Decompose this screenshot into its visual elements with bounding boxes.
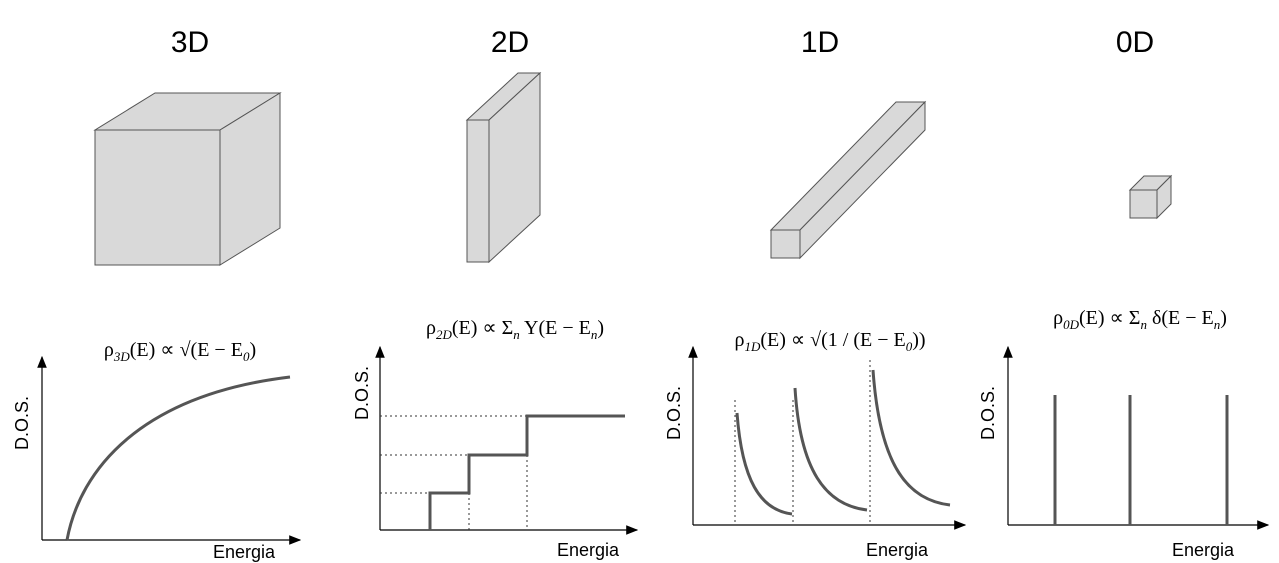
formula: ρ2D(E) ∝ Σn Y(E − En) <box>426 317 604 342</box>
formula-part: ρ <box>1053 307 1063 329</box>
x-label: Energia <box>557 540 620 560</box>
formula-subscript: 3D <box>113 349 131 364</box>
bar-top <box>771 102 925 230</box>
guide-lines <box>380 416 527 530</box>
formula-part: (E) ∝ Σ <box>1079 307 1140 329</box>
bar-front <box>771 230 800 258</box>
bar-side <box>800 102 925 258</box>
formula-part: Y(E − E <box>520 317 591 339</box>
dot-front <box>1130 190 1157 218</box>
formula-subscript: 1D <box>744 339 761 354</box>
cube-front <box>95 130 220 265</box>
panel-title: 3D <box>171 26 209 59</box>
formula-part: δ(E − E <box>1147 307 1214 329</box>
dos-curve <box>67 377 290 540</box>
y-label: D.O.S. <box>978 386 998 440</box>
formula-part: ρ <box>104 339 114 361</box>
formula-part: ρ <box>734 329 744 351</box>
panel-3d: 3D ρ3D(E) ∝ √(E − E0) D.O.S. Energia <box>12 26 300 562</box>
panel-0d: 0D ρ0D(E) ∝ Σn δ(E − En) D.O.S. Energia <box>978 26 1268 560</box>
formula-subscript: 0D <box>1063 317 1080 332</box>
formula-part: (E) ∝ √(E − E <box>130 339 243 361</box>
x-label: Energia <box>1172 540 1235 560</box>
formula-part: (E) ∝ Σ <box>452 317 513 339</box>
panel-1d: 1D ρ1D(E) ∝ √(1 / (E − E0)) D.O.S. Energ… <box>664 26 965 560</box>
panel-title: 2D <box>491 26 529 59</box>
y-label: D.O.S. <box>352 366 372 420</box>
dos-curve <box>795 388 867 510</box>
x-label: Energia <box>213 542 276 562</box>
formula: ρ0D(E) ∝ Σn δ(E − En) <box>1053 307 1227 332</box>
diagram: 3D ρ3D(E) ∝ √(E − E0) D.O.S. Energia 2D … <box>0 0 1279 563</box>
x-label: Energia <box>866 540 929 560</box>
formula-part: ) <box>597 317 604 339</box>
dos-curve <box>737 413 792 514</box>
y-label: D.O.S. <box>12 396 32 450</box>
formula-subscript: 2D <box>436 327 453 342</box>
formula: ρ1D(E) ∝ √(1 / (E − E0)) <box>734 329 925 354</box>
formula-part: ) <box>1220 307 1227 329</box>
dos-curve <box>430 416 625 530</box>
formula-part: (E) ∝ √(1 / (E − E <box>760 329 905 351</box>
panel-title: 0D <box>1116 26 1154 59</box>
formula-part: )) <box>912 329 925 351</box>
dos-curve <box>873 370 950 505</box>
y-label: D.O.S. <box>664 386 684 440</box>
formula-part: ) <box>249 339 256 361</box>
formula-part: ρ <box>426 317 436 339</box>
panel-2d: 2D ρ2D(E) ∝ Σn Y(E − En) D.O.S. Energia <box>352 26 637 560</box>
slab-front <box>467 120 489 262</box>
panel-title: 1D <box>801 26 839 59</box>
formula: ρ3D(E) ∝ √(E − E0) <box>104 339 256 364</box>
dos-spikes <box>1055 395 1227 525</box>
